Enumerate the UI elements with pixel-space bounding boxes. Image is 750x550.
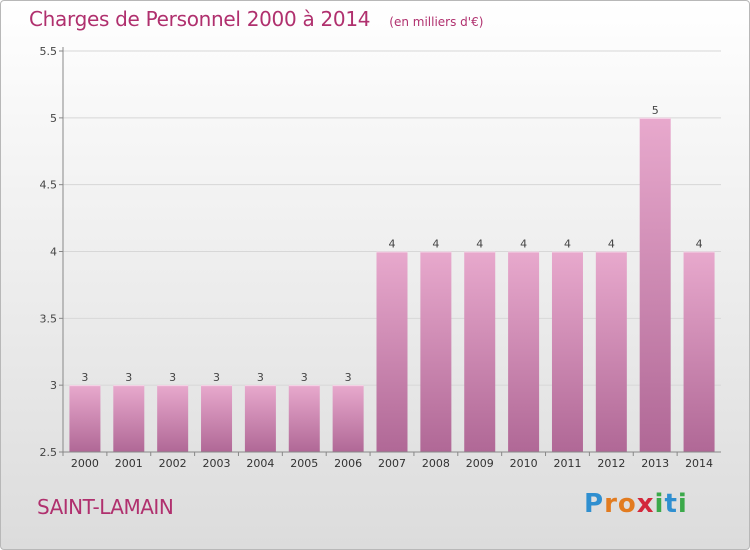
x-tick-label: 2006 — [334, 457, 362, 470]
bar — [420, 251, 452, 452]
commune-name: SAINT-LAMAIN — [37, 495, 174, 519]
y-tick-label: 5.5 — [40, 45, 58, 58]
y-tick-label: 5 — [50, 112, 57, 125]
logo-letter: r — [604, 489, 618, 519]
data-label: 4 — [476, 238, 483, 251]
axes: 2.5 3 3.5 4 4.5 5 5.5 2000 2001 2002 2003 2004 2005 2… — [40, 45, 721, 470]
data-label: 4 — [389, 238, 396, 251]
bar — [508, 251, 540, 452]
y-tick-label: 3.5 — [40, 312, 58, 325]
chart-subtitle: (en milliers d'€) — [389, 15, 484, 29]
x-tick-label: 2013 — [641, 457, 669, 470]
bar — [595, 251, 627, 452]
logo-letter: t — [664, 489, 678, 519]
logo-letter: x — [636, 489, 655, 519]
bar — [157, 385, 189, 452]
bar — [244, 385, 276, 452]
data-label: 3 — [257, 371, 264, 384]
data-label: 4 — [564, 238, 571, 251]
y-tick-label: 4.5 — [40, 179, 58, 192]
x-tick-label: 2007 — [378, 457, 406, 470]
data-label: 4 — [432, 238, 439, 251]
x-tick-label: 2004 — [246, 457, 274, 470]
x-tick-label: 2005 — [290, 457, 318, 470]
data-label: 3 — [301, 371, 308, 384]
logo-letter: i — [654, 489, 665, 519]
bar — [69, 385, 101, 452]
x-tick-label: 2002 — [159, 457, 187, 470]
x-tick-label: 2011 — [553, 457, 581, 470]
bar — [113, 385, 145, 452]
bar — [332, 385, 364, 452]
logo-letter: P — [584, 489, 605, 519]
x-tick-label: 2008 — [422, 457, 450, 470]
chart-title: Charges de Personnel 2000 à 2014 — [29, 7, 371, 31]
logo-letter: i — [677, 489, 688, 519]
data-label: 4 — [608, 238, 615, 251]
x-tick-label: 2000 — [71, 457, 99, 470]
bar — [683, 251, 715, 452]
x-tick-label: 2003 — [203, 457, 231, 470]
x-tick-label: 2014 — [685, 457, 713, 470]
bar — [464, 251, 496, 452]
data-label: 4 — [520, 238, 527, 251]
y-tick-label: 2.5 — [40, 446, 58, 459]
data-label: 5 — [652, 104, 659, 117]
y-tick-label: 3 — [50, 379, 57, 392]
bar — [376, 251, 408, 452]
title-row: Charges de Personnel 2000 à 2014 (en mil… — [29, 7, 483, 31]
bar — [288, 385, 320, 452]
bar — [639, 117, 671, 452]
data-label: 3 — [169, 371, 176, 384]
x-tick-label: 2010 — [510, 457, 538, 470]
y-tick-label: 4 — [50, 246, 57, 259]
data-label: 3 — [345, 371, 352, 384]
x-tick-label: 2012 — [597, 457, 625, 470]
x-tick-label: 2001 — [115, 457, 143, 470]
logo-letter: o — [617, 489, 637, 519]
bar — [201, 385, 233, 452]
data-label: 3 — [125, 371, 132, 384]
data-label: 3 — [81, 371, 88, 384]
data-label: 4 — [696, 238, 703, 251]
data-label: 3 — [213, 371, 220, 384]
proxiti-logo[interactable]: Proxiti — [584, 489, 688, 519]
bars: 3 3 3 3 3 3 3 4 4 4 4 4 4 5 4 — [69, 104, 715, 452]
x-tick-label: 2009 — [466, 457, 494, 470]
bar — [551, 251, 583, 452]
